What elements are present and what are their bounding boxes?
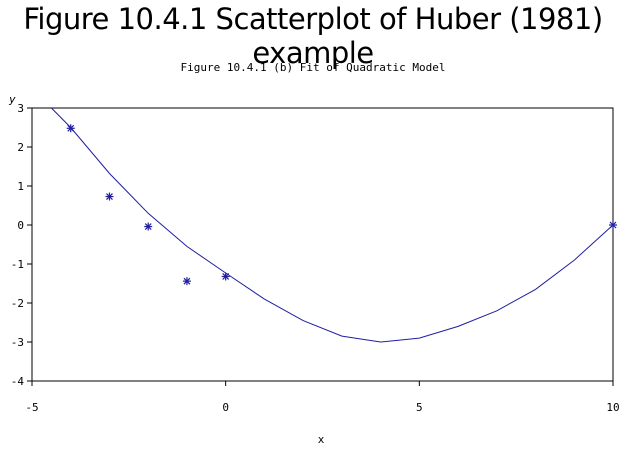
chart-subtitle: Figure 10.4.1 (b) Fit of Quadratic Model — [180, 61, 446, 74]
fit-line — [51, 107, 614, 343]
x-tick-label: -5 — [25, 401, 38, 414]
data-point — [221, 272, 230, 281]
x-tick-label: 0 — [222, 401, 229, 414]
y-tick-label: -3 — [11, 336, 24, 349]
plot-frame — [31, 107, 614, 382]
data-point — [105, 192, 114, 201]
data-point — [144, 222, 153, 231]
x-tick-label: 5 — [416, 401, 423, 414]
chart-title: Figure 10.4.1 Scatterplot of Huber (1981… — [23, 2, 603, 70]
y-tick-label: -2 — [11, 297, 24, 310]
data-point — [182, 277, 191, 286]
x-axis-label: x — [318, 433, 325, 446]
fit-curve-group — [51, 107, 614, 343]
data-points-group — [66, 124, 617, 286]
y-tick-label: -4 — [11, 375, 25, 388]
data-point — [66, 124, 75, 133]
y-tick-label: -1 — [11, 258, 24, 271]
x-tick-label: 10 — [606, 401, 619, 414]
y-tick-label: 3 — [17, 102, 24, 115]
y-tick-label: 0 — [17, 219, 24, 232]
y-tick-label: 1 — [17, 180, 24, 193]
y-tick-label: 2 — [17, 141, 24, 154]
y-axis-label: y — [8, 93, 16, 106]
axis-ticks: -4 -3 -2 -1 0 1 2 3 -5 0 5 10 — [11, 102, 620, 414]
data-point — [609, 221, 617, 229]
